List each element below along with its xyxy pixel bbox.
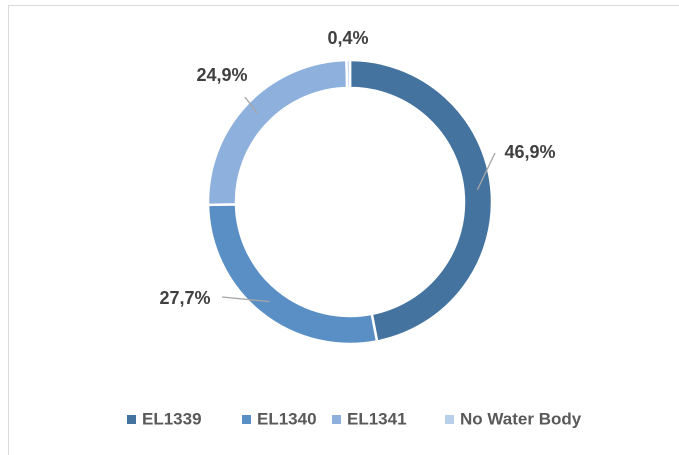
leader-line xyxy=(476,152,496,191)
donut-segment xyxy=(345,58,352,90)
donut-segment xyxy=(348,58,494,343)
legend-swatch xyxy=(127,415,136,424)
legend-label: EL1341 xyxy=(347,409,407,428)
leader-line xyxy=(244,96,258,114)
data-label: 46,9% xyxy=(504,142,555,162)
legend-swatch xyxy=(242,415,251,424)
legend-label: EL1339 xyxy=(142,409,202,428)
data-label: 27,7% xyxy=(159,288,210,308)
legend-swatch xyxy=(332,415,341,424)
legend-swatch xyxy=(445,415,454,424)
legend-label: EL1340 xyxy=(257,409,317,428)
data-label: 0,4% xyxy=(327,28,368,48)
data-label: 24,9% xyxy=(196,65,247,85)
leader-line xyxy=(221,296,270,303)
legend-label: No Water Body xyxy=(460,409,582,428)
